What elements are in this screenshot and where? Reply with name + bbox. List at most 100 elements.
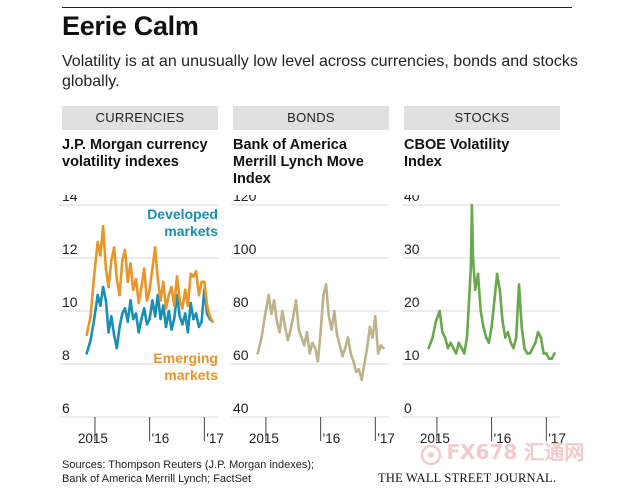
data-point xyxy=(99,254,102,257)
x-tick-label: '16 xyxy=(152,431,170,446)
data-point xyxy=(156,277,160,281)
data-point xyxy=(96,293,99,297)
data-point xyxy=(110,259,113,262)
data-point xyxy=(126,280,130,284)
data-point xyxy=(131,288,135,292)
data-point xyxy=(431,336,434,339)
data-point xyxy=(92,277,96,281)
data-point xyxy=(186,330,190,334)
data-point xyxy=(159,317,162,321)
x-tick-label: '17 xyxy=(377,431,395,446)
data-point xyxy=(118,293,121,297)
data-point xyxy=(170,328,173,331)
data-point xyxy=(112,246,116,249)
data-point xyxy=(536,330,540,334)
data-point xyxy=(85,352,88,355)
data-point xyxy=(172,304,176,307)
data-point xyxy=(357,368,361,371)
data-point xyxy=(463,352,466,355)
data-point xyxy=(197,293,201,297)
data-point xyxy=(200,320,203,323)
data-point xyxy=(346,336,350,339)
data-point xyxy=(129,262,132,265)
data-point xyxy=(504,336,507,339)
data-point xyxy=(316,360,320,363)
x-tick-label: '16 xyxy=(494,431,512,446)
data-point xyxy=(181,307,184,310)
data-point xyxy=(308,352,311,355)
data-point xyxy=(115,346,119,350)
data-point xyxy=(151,299,154,302)
data-point xyxy=(434,320,438,323)
data-point xyxy=(151,267,154,270)
watermark-text: FX678 汇通网 xyxy=(446,440,585,464)
series-line xyxy=(256,283,385,382)
data-point xyxy=(110,315,113,318)
bonds-chart: 40 60 80 100 120 2015 '16 '17 xyxy=(231,195,395,446)
data-point xyxy=(148,288,151,292)
data-point xyxy=(365,346,369,350)
data-point xyxy=(164,325,168,329)
x-tick-label: 2015 xyxy=(78,431,108,446)
data-point xyxy=(460,346,463,350)
data-point xyxy=(539,336,543,339)
data-point xyxy=(438,309,441,313)
data-point xyxy=(178,315,181,318)
data-point xyxy=(283,325,287,329)
data-point xyxy=(107,330,110,334)
data-point xyxy=(509,341,513,345)
watermark: FX678 汇通网 xyxy=(420,436,584,466)
data-point xyxy=(140,285,143,289)
data-point xyxy=(263,315,267,318)
data-point xyxy=(96,240,99,244)
data-point xyxy=(148,317,151,321)
data-point xyxy=(142,267,146,270)
y-tick-label: 12 xyxy=(62,241,78,257)
data-point xyxy=(469,267,473,270)
data-point xyxy=(379,344,383,347)
data-point xyxy=(506,330,510,334)
data-point xyxy=(470,203,474,207)
data-point xyxy=(126,320,130,323)
data-point xyxy=(270,312,273,315)
y-tick-label: 100 xyxy=(233,241,257,257)
data-point xyxy=(178,299,181,302)
data-point xyxy=(194,270,198,273)
page-title: Eerie Calm xyxy=(62,11,199,41)
series-label: Emerging xyxy=(153,350,218,366)
data-point xyxy=(333,309,336,313)
data-point xyxy=(297,328,301,331)
data-point xyxy=(159,299,162,302)
data-point xyxy=(550,357,554,360)
x-tick-label: '17 xyxy=(206,431,224,446)
data-point xyxy=(457,341,461,345)
data-point xyxy=(542,352,545,355)
panel-header-stocks: STOCKS xyxy=(404,106,560,130)
data-point xyxy=(476,272,480,276)
data-point xyxy=(167,293,171,297)
y-tick-label: 10 xyxy=(404,347,420,363)
publisher-logo: THE WALL STREET JOURNAL. xyxy=(378,471,557,485)
data-point xyxy=(121,259,124,262)
y-tick-label: 120 xyxy=(233,195,257,204)
panel-header-bonds: BONDS xyxy=(233,106,389,130)
data-point xyxy=(101,224,105,228)
data-point xyxy=(490,325,493,329)
data-point xyxy=(181,323,184,326)
data-point xyxy=(360,378,363,382)
data-point xyxy=(101,285,105,289)
data-point xyxy=(446,346,450,350)
data-point xyxy=(123,307,127,310)
data-point xyxy=(501,320,504,323)
data-point xyxy=(487,341,491,345)
series-line xyxy=(427,203,556,360)
data-point xyxy=(162,304,165,307)
data-point xyxy=(286,338,290,342)
y-tick-label: 10 xyxy=(62,294,78,310)
data-point xyxy=(495,272,499,276)
data-point xyxy=(183,288,187,292)
data-point xyxy=(208,315,212,318)
data-point xyxy=(374,315,377,318)
data-point xyxy=(134,312,138,315)
data-point xyxy=(92,320,96,323)
